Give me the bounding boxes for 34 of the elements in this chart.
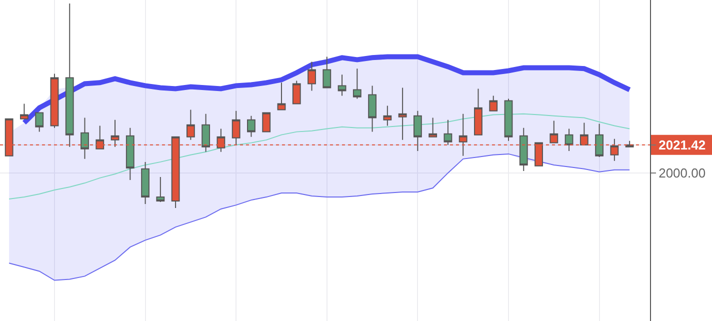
candlestick <box>247 115 256 138</box>
candlestick <box>35 112 44 132</box>
candlestick <box>50 73 59 128</box>
candlestick <box>292 80 301 104</box>
candlestick <box>126 127 134 181</box>
candlestick <box>564 128 574 152</box>
candlestick <box>80 117 89 160</box>
candlestick <box>519 127 528 172</box>
candlestick <box>20 103 28 120</box>
candlestick <box>352 68 362 100</box>
candlestick <box>65 3 74 148</box>
candlestick <box>383 105 392 126</box>
y-tick-label: 2021.42 <box>658 137 706 152</box>
y-tick-label: 2000.00 <box>658 166 706 180</box>
candlestick <box>504 98 513 142</box>
candlestick <box>308 61 316 92</box>
candlestick <box>156 176 165 203</box>
candlestick <box>202 113 210 152</box>
candlestick <box>474 88 482 136</box>
candlestick <box>444 119 452 146</box>
candlestick <box>428 117 438 138</box>
candlestick <box>141 161 150 204</box>
line-series <box>8 113 630 200</box>
candlestick <box>186 109 195 140</box>
line-series <box>8 153 630 281</box>
candlestick <box>489 95 498 112</box>
candlestick <box>413 110 422 152</box>
candlestick <box>368 85 376 132</box>
candlestick <box>277 82 286 110</box>
candlestick <box>262 112 271 132</box>
candlestick <box>322 56 332 88</box>
candlestick <box>398 87 407 140</box>
candlestick <box>338 74 346 96</box>
candlestick <box>595 123 604 158</box>
